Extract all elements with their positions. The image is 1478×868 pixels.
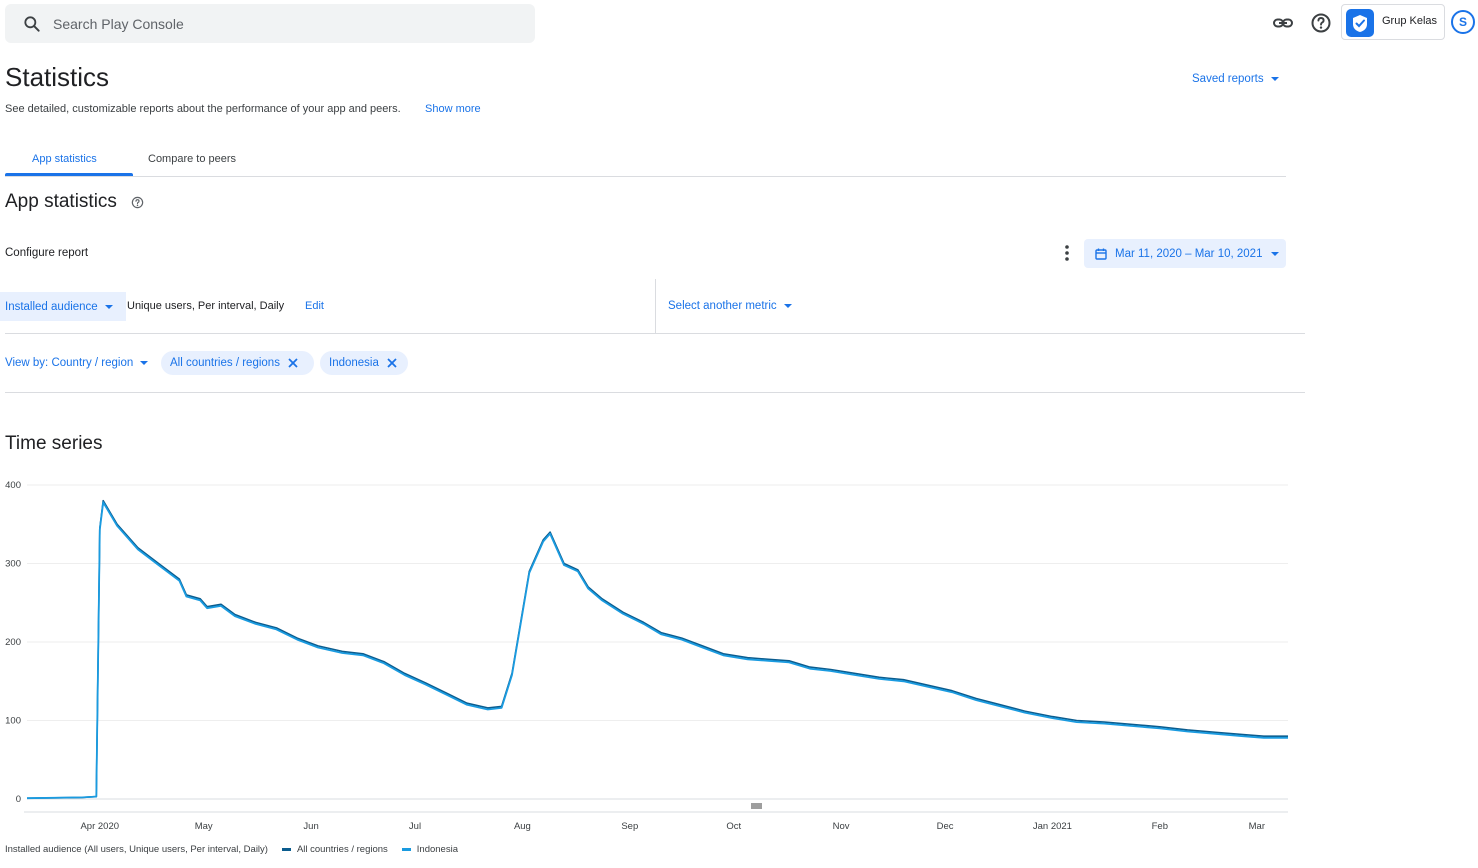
help-icon[interactable] — [1309, 11, 1333, 35]
search-bar[interactable] — [5, 4, 535, 43]
series-line-indonesia[interactable] — [26, 501, 1288, 800]
x-tick-label: Dec — [937, 821, 954, 832]
legend-swatch — [281, 848, 291, 851]
filter-chip-label: Indonesia — [329, 357, 379, 369]
more-options-icon[interactable] — [1058, 243, 1076, 263]
metric-selector[interactable]: Installed audience — [0, 292, 126, 321]
chevron-down-icon — [1271, 251, 1280, 256]
chart-title: Time series — [5, 433, 103, 454]
page-description: See detailed, customizable reports about… — [5, 103, 401, 115]
x-tick-label: Apr 2020 — [80, 821, 119, 832]
app-name: Grup Kelas — [1382, 15, 1438, 27]
metric-name: Installed audience — [5, 300, 98, 313]
close-icon[interactable] — [288, 358, 298, 368]
view-by-dropdown[interactable]: View by: Country / region — [5, 357, 149, 369]
tab-compare-to-peers[interactable]: Compare to peers — [148, 153, 237, 165]
y-tick-label: 0 — [16, 794, 21, 805]
search-input[interactable] — [53, 12, 523, 36]
close-icon[interactable] — [387, 358, 397, 368]
y-tick-label: 400 — [5, 480, 21, 491]
select-another-metric-label: Select another metric — [668, 300, 777, 312]
edit-metric-link[interactable]: Edit — [305, 300, 324, 312]
saved-reports-button[interactable]: Saved reports — [1192, 73, 1280, 85]
chevron-down-icon — [140, 361, 149, 365]
chevron-down-icon — [1270, 77, 1279, 81]
section-title: App statistics — [5, 191, 117, 212]
section-help-icon[interactable] — [131, 196, 144, 209]
x-tick-label: Nov — [833, 821, 850, 832]
legend-item-all-countries[interactable]: All countries / regions — [281, 844, 388, 855]
x-tick-label: Jan 2021 — [1033, 821, 1072, 832]
filter-chip-label: All countries / regions — [170, 357, 280, 369]
y-tick-label: 300 — [5, 559, 21, 570]
date-range-picker[interactable]: Mar 11, 2020 – Mar 10, 2021 — [1084, 239, 1286, 268]
app-logo-icon — [1353, 15, 1367, 32]
active-tab-indicator — [5, 173, 133, 176]
legend-title: Installed audience (All users, Unique us… — [5, 844, 268, 855]
x-tick-label: Mar — [1249, 821, 1265, 832]
metric-divider — [655, 279, 656, 333]
x-tick-label: Feb — [1152, 821, 1168, 832]
x-tick-label: May — [195, 821, 213, 832]
view-by-label: View by: Country / region — [5, 357, 134, 369]
link-icon[interactable] — [1271, 11, 1295, 35]
chart-legend: Installed audience (All users, Unique us… — [5, 844, 458, 855]
chevron-down-icon — [104, 304, 113, 309]
series-line-all-countries[interactable] — [26, 499, 1288, 799]
account-avatar[interactable]: S — [1451, 10, 1475, 34]
calendar-icon — [1095, 248, 1107, 260]
x-tick-label: Sep — [621, 821, 638, 832]
view-by-divider — [5, 392, 1305, 393]
configure-report-label: Configure report — [5, 247, 89, 259]
x-tick-label: Jun — [303, 821, 318, 832]
time-series-chart: 0 100 200 300 400 Apr 2020 May Jun Jul Aug Sep Oct… — [5, 480, 1288, 832]
tab-app-statistics[interactable]: App statistics — [32, 153, 97, 165]
y-tick-label: 100 — [5, 716, 21, 727]
select-another-metric-button[interactable]: Select another metric — [668, 300, 793, 312]
metric-row-divider — [5, 333, 1305, 334]
filter-chip-indonesia[interactable]: Indonesia — [320, 351, 408, 375]
app-logo — [1346, 9, 1374, 37]
y-tick-label: 200 — [5, 637, 21, 648]
legend-label: Indonesia — [416, 844, 458, 855]
legend-swatch — [401, 848, 411, 851]
legend-label: All countries / regions — [296, 844, 388, 855]
date-range-label: Mar 11, 2020 – Mar 10, 2021 — [1115, 247, 1263, 260]
search-icon — [24, 16, 40, 32]
x-tick-label: Jul — [409, 821, 421, 832]
chevron-down-icon — [783, 304, 792, 308]
tabs-divider — [5, 176, 1286, 177]
app-selector[interactable]: Grup Kelas — [1341, 4, 1445, 40]
page-title: Statistics — [5, 62, 110, 92]
legend-item-indonesia[interactable]: Indonesia — [401, 844, 458, 855]
x-tick-label: Oct — [726, 821, 741, 832]
metric-detail: Unique users, Per interval, Daily — [127, 300, 285, 312]
saved-reports-label: Saved reports — [1192, 73, 1264, 85]
filter-chip-all-countries[interactable]: All countries / regions — [161, 351, 314, 375]
chart-scroll-handle[interactable] — [751, 803, 762, 809]
x-tick-label: Aug — [514, 821, 531, 832]
show-more-link[interactable]: Show more — [425, 103, 481, 115]
